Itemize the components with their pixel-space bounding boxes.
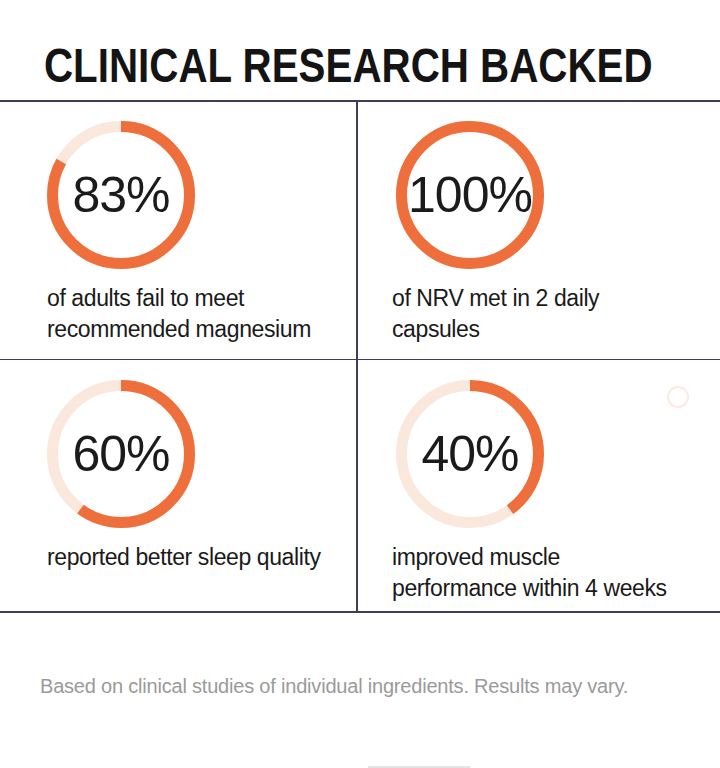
stat-card-muscle-performance: 40% improved muscle performance within 4… <box>357 359 720 612</box>
stat-card-sleep-quality: 60% reported better sleep quality <box>0 359 357 612</box>
decorative-circle-icon <box>667 386 689 408</box>
percent-value: 100% <box>396 121 544 269</box>
progress-ring-83: 83% <box>47 121 195 269</box>
stat-description: reported better sleep quality <box>47 542 321 573</box>
page-title: CLINICAL RESEARCH BACKED <box>44 42 653 90</box>
stat-card-nrv-capsules: 100% of NRV met in 2 daily capsules <box>357 100 720 359</box>
disclaimer-text: Based on clinical studies of individual … <box>40 673 628 699</box>
infographic-clinical-research: CLINICAL RESEARCH BACKED 83% of adults f… <box>0 0 720 768</box>
stat-description: of NRV met in 2 daily capsules <box>392 283 599 345</box>
percent-value: 83% <box>47 121 195 269</box>
stat-card-adults-magnesium: 83% of adults fail to meet recommended m… <box>0 100 357 359</box>
percent-value: 40% <box>396 380 544 528</box>
bottom-section-divider <box>368 766 470 768</box>
stat-description: improved muscle performance within 4 wee… <box>392 542 667 604</box>
percent-value: 60% <box>47 380 195 528</box>
progress-ring-40: 40% <box>396 380 544 528</box>
stat-description: of adults fail to meet recommended magne… <box>47 283 311 345</box>
progress-ring-60: 60% <box>47 380 195 528</box>
progress-ring-100: 100% <box>396 121 544 269</box>
